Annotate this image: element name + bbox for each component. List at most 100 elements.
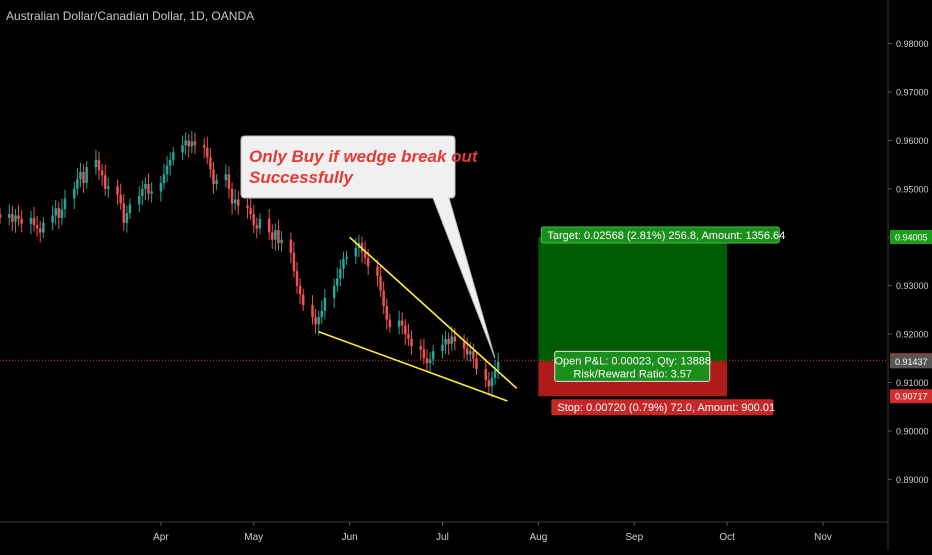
callout-line-1: Only Buy if wedge break out	[249, 147, 479, 166]
candle-body	[249, 208, 252, 215]
candle-body	[125, 213, 129, 223]
y-tick-label: 0.89000	[896, 475, 929, 485]
x-tick-label: Nov	[814, 532, 832, 543]
candle-body	[404, 325, 407, 335]
candle-body	[246, 205, 249, 209]
candle-body	[493, 370, 497, 378]
x-tick-label: Sep	[625, 532, 643, 543]
candle-body	[97, 159, 101, 171]
candle-body	[60, 209, 64, 218]
pnl-label: Open P&L: 0.00023, Qty: 13888	[554, 355, 711, 367]
candle-body	[209, 157, 212, 170]
chart-title: Australian Dollar/Canadian Dollar, 1D, O…	[6, 9, 255, 23]
candle-body	[184, 140, 187, 146]
candle-body	[323, 297, 327, 311]
candle-body	[366, 257, 370, 267]
position-profit-zone	[538, 237, 728, 362]
candle-body	[332, 285, 336, 298]
x-tick-label: Aug	[529, 532, 547, 543]
candle-body	[159, 183, 163, 192]
y-tick-label: 0.91000	[896, 378, 929, 388]
candle-body	[122, 203, 126, 223]
candle-body	[289, 239, 293, 253]
y-tick-label: 0.98000	[896, 39, 929, 49]
candle-body	[410, 338, 413, 347]
callout-bubble	[240, 135, 496, 359]
candle-body	[227, 174, 231, 189]
candle-body	[301, 294, 305, 306]
wedge-upper-line	[349, 236, 518, 389]
candle-body	[469, 351, 472, 355]
candle-body	[314, 317, 317, 325]
candle-body	[38, 228, 42, 233]
candle-body	[79, 171, 82, 180]
candle-body	[487, 380, 491, 387]
candle-body	[444, 338, 447, 345]
candle-body	[94, 159, 98, 168]
candle-body	[388, 319, 392, 327]
candle-body	[339, 268, 342, 279]
target-label-box	[540, 226, 780, 244]
candle-body	[465, 348, 469, 355]
candle-body	[17, 215, 20, 219]
candle-body	[206, 147, 209, 158]
candle-body	[342, 259, 345, 269]
x-tick-label: Oct	[719, 532, 735, 543]
candle-body	[397, 320, 401, 327]
candle-body	[42, 222, 45, 233]
candle-body	[496, 361, 500, 371]
candle-body	[317, 317, 320, 325]
candle-body	[51, 215, 54, 223]
candle-body	[8, 214, 11, 218]
candle-body	[428, 359, 432, 364]
y-tick-label: 0.97000	[896, 88, 929, 98]
candle-body	[345, 256, 348, 260]
price-tag-box	[890, 354, 932, 369]
candle-body	[172, 152, 175, 160]
candle-body	[100, 170, 104, 176]
candle-body	[292, 252, 296, 272]
y-tick-label: 0.95000	[896, 184, 929, 194]
candle-body	[137, 196, 141, 205]
candle-body	[181, 145, 184, 153]
candle-body	[54, 208, 57, 216]
candle-body	[363, 251, 367, 258]
candle-body	[147, 184, 150, 194]
candle-body	[422, 349, 426, 359]
candle-body	[85, 167, 88, 184]
candle-body	[441, 344, 444, 352]
price-tag-box	[890, 230, 932, 245]
candles	[0, 130, 500, 398]
candle-body	[116, 186, 119, 195]
candle-body	[450, 336, 453, 344]
candle-body	[233, 199, 237, 204]
candle-body	[107, 186, 110, 189]
candle-body	[103, 175, 107, 189]
y-tick-label: 0.92000	[896, 330, 929, 340]
candle-body	[382, 290, 385, 307]
candle-body	[35, 225, 39, 229]
candle-body	[119, 194, 122, 204]
candle-body	[407, 334, 410, 339]
x-tick-label: Jun	[342, 532, 358, 543]
rr-label: Risk/Reward Ratio: 3.57	[573, 368, 692, 380]
y-tick-label: 0.96000	[896, 136, 929, 146]
candle-body	[490, 377, 494, 387]
candle-body	[0, 214, 2, 218]
candle-body	[298, 285, 302, 295]
callout-line-2: Successfully	[249, 168, 354, 187]
candle-body	[336, 278, 339, 286]
candle-body	[267, 218, 271, 233]
candle-body	[20, 218, 23, 224]
candle-body	[150, 191, 153, 194]
candle-body	[419, 346, 423, 350]
candle-body	[354, 247, 358, 257]
candle-body	[447, 338, 450, 344]
target-label: Target: 0.02568 (2.81%) 256.8, Amount: 1…	[547, 230, 785, 242]
price-tag-box	[890, 389, 932, 404]
pnl-box	[554, 350, 711, 382]
candle-body	[187, 140, 190, 147]
stop-label: Stop: 0.00720 (0.79%) 72.0, Amount: 900.…	[557, 402, 775, 414]
